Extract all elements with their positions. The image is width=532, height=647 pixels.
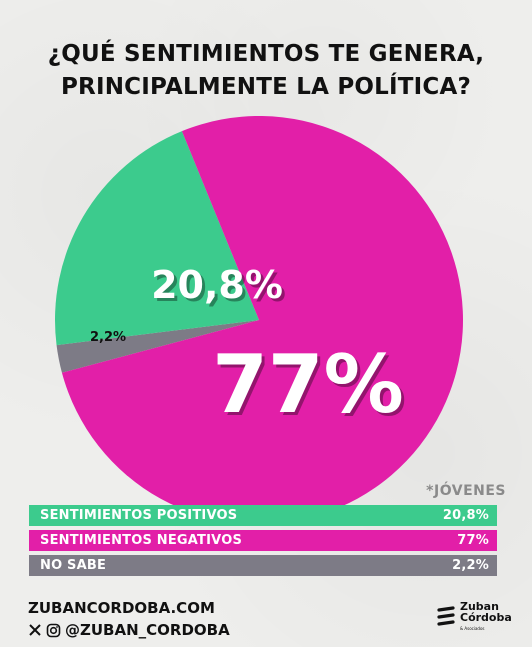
title-line-1: ¿QUÉ SENTIMIENTOS TE GENERA,	[47, 41, 485, 67]
chart-title: ¿QUÉ SENTIMIENTOS TE GENERA, PRINCIPALME…	[0, 38, 532, 104]
label-positivos: 20,8%	[151, 263, 283, 307]
slice-positivos	[61, 116, 463, 524]
legend-label: NO SABE	[40, 558, 107, 573]
x-icon[interactable]	[28, 623, 42, 637]
legend-row-no-sabe: NO SABE 2,2%	[29, 555, 497, 576]
logo-line-2: Córdoba	[460, 611, 512, 624]
footer-contact: ZUBANCORDOBA.COM @ZUBAN_CORDOBA	[28, 597, 230, 641]
website-link[interactable]: ZUBANCORDOBA.COM	[28, 599, 215, 617]
label-positivos-shadow: 20,8%	[154, 266, 286, 310]
instagram-icon[interactable]	[46, 623, 61, 638]
logo-line-3: & Asociados	[460, 626, 485, 631]
label-negativos-shadow: 77%	[215, 341, 406, 434]
title-line-2: PRINCIPALMENTE LA POLÍTICA?	[60, 74, 472, 100]
legend-value: 2,2%	[452, 558, 489, 573]
social-handles: @ZUBAN_CORDOBA	[28, 619, 230, 641]
social-handle[interactable]: @ZUBAN_CORDOBA	[65, 621, 230, 639]
legend: SENTIMIENTOS POSITIVOS 20,8% SENTIMIENTO…	[29, 505, 497, 580]
slice-no-sabe	[55, 131, 259, 346]
zuban-cordoba-logo: Zuban Córdoba & Asociados	[436, 601, 512, 634]
audience-tag: *JÓVENES	[426, 483, 506, 499]
legend-value: 77%	[457, 533, 489, 548]
legend-row-positive: SENTIMIENTOS POSITIVOS 20,8%	[29, 505, 497, 526]
legend-row-negative: SENTIMIENTOS NEGATIVOS 77%	[29, 530, 497, 551]
slice-negativos	[56, 320, 259, 373]
legend-label: SENTIMIENTOS POSITIVOS	[40, 508, 238, 523]
label-negativos: 77%	[212, 338, 403, 431]
legend-value: 20,8%	[442, 508, 489, 523]
label-no-sabe: 2,2%	[90, 330, 126, 345]
logo-mark-icon	[437, 605, 455, 626]
logo-line-1: Zuban	[460, 600, 499, 613]
legend-label: SENTIMIENTOS NEGATIVOS	[40, 533, 243, 548]
